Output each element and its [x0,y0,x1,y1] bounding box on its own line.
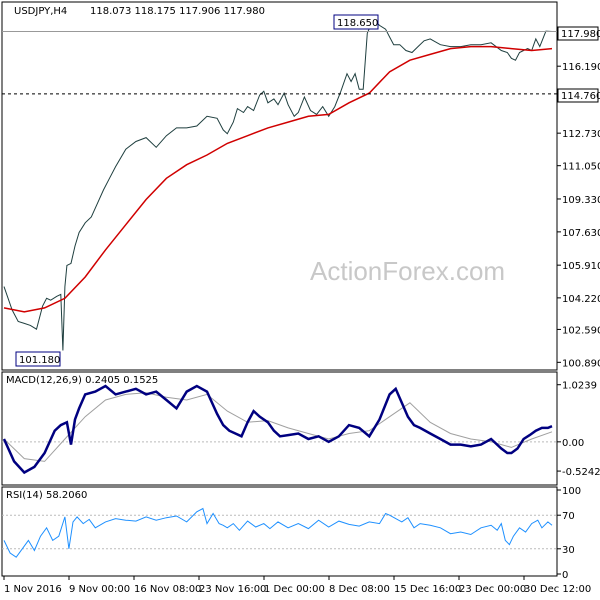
x-tick-label: 23 Nov 16:00 [199,584,266,595]
level-price-label: 114.760 [561,91,600,102]
x-tick-label: 16 Nov 08:00 [134,584,201,595]
rsi-panel-frame [1,486,558,577]
x-tick-label: 9 Nov 00:00 [69,584,130,595]
y-tick-label: 109.330 [562,195,600,206]
price-panel: ActionForex.com USDJPY,H4 118.073 118.17… [1,1,600,371]
rsi-y-ticks: 100 70 30 0 [557,486,581,581]
low-label-box [15,351,61,367]
rsi-header: RSI(14) 58.2060 [6,490,87,501]
x-tick-label: 8 Dec 08:00 [329,584,390,595]
y-tick-label: 70 [562,511,575,522]
y-tick-label: 100.890 [562,358,600,369]
x-tick-label: 1 Dec 00:00 [264,584,325,595]
macd-header: MACD(12,26,9) 0.2405 0.1525 [6,375,158,386]
y-tick-label: 102.590 [562,325,600,336]
macd-panel: MACD(12,26,9) 0.2405 0.1525 1.0239 0.00 -0… [1,371,600,486]
x-tick-label: 30 Dec 12:00 [524,584,591,595]
y-tick-label: 104.220 [562,294,600,305]
high-label-box [333,14,379,30]
current-price-label: 117.980 [561,29,600,40]
x-tick-label: 1 Nov 2016 [4,584,62,595]
price-y-ticks: 116.190 112.730 111.050 109.330 107.630 105.9… [557,62,600,369]
y-tick-label: 0.00 [562,438,584,449]
price-ohlc: 118.073 118.175 117.906 117.980 [90,6,265,17]
current-price-box [557,26,599,41]
rsi-line [3,507,553,558]
y-tick-label: 100 [562,486,581,497]
price-panel-frame [1,1,558,371]
y-tick-label: 111.050 [562,162,600,173]
y-tick-label: 116.190 [562,62,600,73]
x-tick-label: 23 Dec 00:00 [459,584,526,595]
y-tick-label: 0 [562,570,568,581]
high-label-text: 118.650 [337,18,378,29]
level-price-box [557,88,599,103]
y-tick-label: 112.730 [562,129,600,140]
high-label: 118.650 [333,14,379,30]
price-header: USDJPY,H4 [14,6,67,17]
y-tick-label: 105.910 [562,261,600,272]
y-tick-label: 30 [562,545,575,556]
low-label-text: 101.180 [19,355,60,366]
y-tick-label: 107.630 [562,228,600,239]
low-label: 101.180 [15,351,61,367]
x-tick-label: 15 Dec 16:00 [394,584,461,595]
y-tick-label: -0.5242 [562,467,600,478]
macd-signal-line [3,392,553,462]
macd-y-ticks: 1.0239 0.00 -0.5242 [557,381,600,478]
y-tick-label: 1.0239 [562,381,597,392]
watermark: ActionForex.com [310,256,505,286]
macd-panel-frame [1,371,558,486]
price-series-line [3,18,553,351]
macd-main-line [2,384,553,475]
moving-average-line [3,45,553,313]
rsi-panel: RSI(14) 58.2060 100 70 30 0 [1,486,581,581]
